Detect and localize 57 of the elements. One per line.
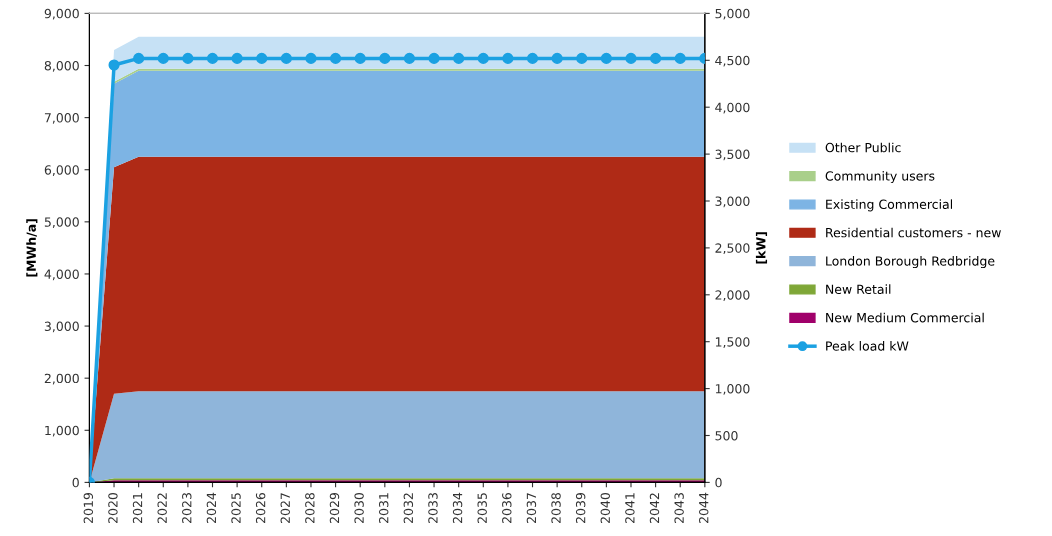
x-tick-label: 2022 xyxy=(157,493,167,524)
y2-tick-label: 3,000 xyxy=(715,196,750,208)
y-tick-label: 5,000 xyxy=(44,217,79,229)
x-tick-label: 2032 xyxy=(403,493,414,524)
y2-tick-label: 500 xyxy=(715,430,738,441)
x-tick-label: 2020 xyxy=(108,492,118,524)
y2-tick-label: 1,000 xyxy=(715,384,750,395)
x-tick-label: 2044 xyxy=(699,492,709,524)
x-tick-label: 2037 xyxy=(526,493,537,524)
y2-tick-label: 1,500 xyxy=(715,337,750,348)
x-tick-label: 2027 xyxy=(280,493,290,524)
y-tick-label: 9,000 xyxy=(44,8,79,20)
y-tick-label: 3,000 xyxy=(44,321,79,333)
x-tick-label: 2021 xyxy=(132,493,143,524)
y2-tick-label: 0 xyxy=(715,477,722,488)
x-tick-label: 2019 xyxy=(83,493,94,524)
y-tick-label: 1,000 xyxy=(45,425,79,437)
y2-tick-label: 2,500 xyxy=(715,243,750,255)
x-tick-label: 2035 xyxy=(477,493,487,524)
y2-tick-label: 3,500 xyxy=(715,149,750,161)
x-tick-label: 2038 xyxy=(551,492,561,524)
legend-label: New Medium Commercial xyxy=(826,312,984,323)
x-tick-label: 2023 xyxy=(182,493,192,524)
legend-label: Peak load kW xyxy=(826,341,909,351)
legend-label: Residential customers - new xyxy=(826,227,1001,238)
x-tick-label: 2040 xyxy=(600,492,610,524)
x-tick-label: 2031 xyxy=(378,493,389,524)
x-tick-label: 2039 xyxy=(575,493,586,524)
y2-tick-label: 4,000 xyxy=(715,102,750,114)
y-tick-label: 4,000 xyxy=(44,269,79,281)
x-tick-label: 2028 xyxy=(305,492,315,524)
y2-tick-label: 5,000 xyxy=(715,8,750,20)
x-tick-label: 2034 xyxy=(452,492,463,524)
legend-label: London Borough Redbridge xyxy=(826,256,995,269)
x-tick-label: 2025 xyxy=(231,493,241,524)
legend-label: New Retail xyxy=(826,284,891,295)
legend-label: Community users xyxy=(825,170,935,184)
y-tick-label: 8,000 xyxy=(44,60,79,72)
y2-tick-label: 2,000 xyxy=(715,290,750,301)
x-tick-label: 2041 xyxy=(625,493,635,524)
y2-axis-title: [kW] xyxy=(755,232,768,264)
x-tick-label: 2026 xyxy=(255,492,266,524)
y-axis-title: [MWh/a] xyxy=(26,219,38,277)
x-tick-label: 2036 xyxy=(502,492,512,524)
legend-label: Existing Commercial xyxy=(826,199,953,212)
legend-label: Other Public xyxy=(825,142,901,153)
x-tick-label: 2029 xyxy=(329,493,340,524)
y-tick-label: 6,000 xyxy=(44,165,79,176)
x-tick-label: 2043 xyxy=(674,493,684,524)
x-tick-label: 2024 xyxy=(206,492,217,524)
y2-tick-label: 4,500 xyxy=(715,55,750,67)
x-tick-label: 2042 xyxy=(649,493,660,524)
x-tick-label: 2030 xyxy=(354,492,364,524)
x-tick-label: 2033 xyxy=(428,493,438,524)
y-tick-label: 0 xyxy=(72,477,79,488)
y-tick-label: 7,000 xyxy=(44,113,79,124)
y-tick-label: 2,000 xyxy=(44,373,79,385)
